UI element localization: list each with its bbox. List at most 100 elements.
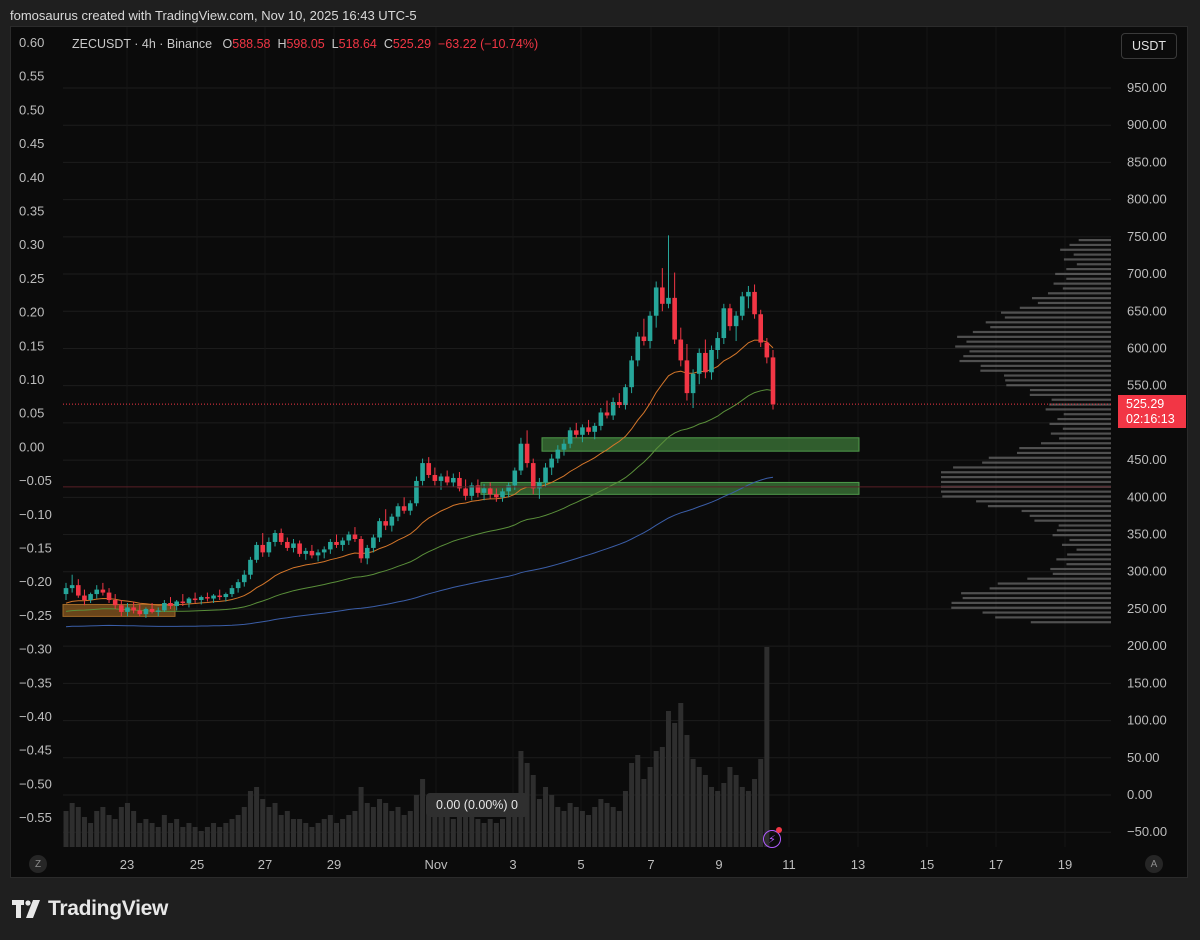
volume-bar [672,723,678,847]
lightning-icon[interactable]: ⚡ [763,830,781,848]
volume-bar [321,819,327,847]
candle-body [414,480,419,504]
left-axis-label: 0.30 [19,237,44,252]
candle-body [678,339,684,361]
right-axis-label: 100.00 [1127,713,1167,728]
volume-profile-bar [997,582,1111,585]
symbol-label[interactable]: ZECUSDT · 4h · Binance [72,37,213,51]
volume-bar [143,819,149,847]
left-axis-label: 0.20 [19,305,44,320]
volume-bar [432,807,438,847]
volume-profile-bar [1066,563,1111,566]
candle-body [530,463,536,489]
volume-profile-bar [995,616,1111,619]
volume-bar [352,811,358,847]
candle-body [426,463,432,475]
x-axis-label: 13 [851,857,865,872]
right-axis-label: 700.00 [1127,266,1167,281]
right-axis-label: 150.00 [1127,675,1167,690]
volume-bar [340,819,346,847]
volume-profile-bar [1004,316,1111,319]
candle-body [340,540,345,545]
volume-bar [543,787,549,847]
auto-scale-button[interactable]: A [1145,855,1163,873]
candle-body [641,336,647,342]
candle-body [285,541,290,548]
candle-body [407,503,413,511]
volume-bar [69,803,75,847]
volume-profile-bar [1004,374,1111,377]
candle-body [432,474,438,481]
candle-body [235,582,241,589]
candle-body [770,357,776,405]
candle-body [119,605,124,612]
volume-bar [309,827,315,847]
left-axis-label: 0.40 [19,170,44,185]
volume-profile-bar [1029,514,1111,517]
volume-profile-bar [1050,567,1111,571]
volume-profile-bar [985,321,1111,324]
volume-bar [229,819,235,847]
bar-countdown: 02:16:13 [1126,412,1175,426]
candle-body [180,601,186,603]
candle-body [229,588,235,595]
volume-bar [155,827,161,847]
zoom-button[interactable]: Z [29,855,47,873]
volume-profile-bar [1019,306,1111,309]
candle-body [555,449,561,459]
volume-bar [592,807,598,847]
volume-bar [653,751,659,847]
candle-body [586,427,591,432]
price-chart[interactable]: 950.00900.00850.00800.00750.00700.00650.… [11,27,1188,878]
volume-profile-bar [1078,238,1111,242]
volume-bar [598,799,604,847]
volume-profile-bar [1059,437,1111,440]
volume-bar [235,815,241,847]
volume-bar [530,775,536,847]
volume-profile-bar [966,340,1111,343]
x-axis-label: 3 [509,857,516,872]
x-axis-label: 5 [577,857,584,872]
candle-body [512,470,518,486]
volume-bar [659,747,665,847]
tradingview-logo[interactable]: TradingView [12,897,168,921]
volume-bar [198,831,204,847]
last-price-tag: 525.29 02:16:13 [1118,395,1186,428]
volume-bar [426,803,432,847]
volume-profile-bar [1030,621,1111,624]
volume-profile-bar [1063,258,1111,261]
volume-profile-bar [1016,451,1111,455]
x-axis-label: 27 [258,857,272,872]
ema-mid-line [65,389,774,612]
candle-body [266,541,272,553]
candle-body [764,342,770,358]
volume-bar [475,819,481,847]
candle-body [94,589,100,595]
volume-bar [327,815,333,847]
left-axis-label: 0.55 [19,69,44,84]
volume-bar [112,819,118,847]
volume-profile-bar [1031,297,1111,300]
x-axis-label: 9 [715,857,722,872]
candle-body [192,598,198,601]
candle-body [444,476,450,483]
left-axis-label: −0.50 [19,776,52,791]
right-axis-label: 800.00 [1127,192,1167,207]
volume-profile-bar [962,596,1111,600]
candle-body [69,585,75,589]
left-axis-label: −0.45 [19,743,52,758]
volume-profile-bar [982,461,1111,464]
volume-bar [377,799,383,847]
candle-body [155,610,161,612]
currency-button[interactable]: USDT [1121,33,1177,59]
volume-bar [149,823,155,847]
candle-body [487,488,493,495]
volume-bar [481,823,487,847]
crosshair-tooltip: 0.00 (0.00%) 0 [426,793,528,817]
left-axis-label: 0.35 [19,204,44,219]
volume-bar [124,803,130,847]
volume-bar [346,815,352,847]
volume-profile-bar [959,359,1111,363]
chart-panel[interactable]: 950.00 900.00 850.00 800.00 750.00 700.00 650.… [10,26,1188,878]
volume-profile-bar [1051,398,1111,401]
